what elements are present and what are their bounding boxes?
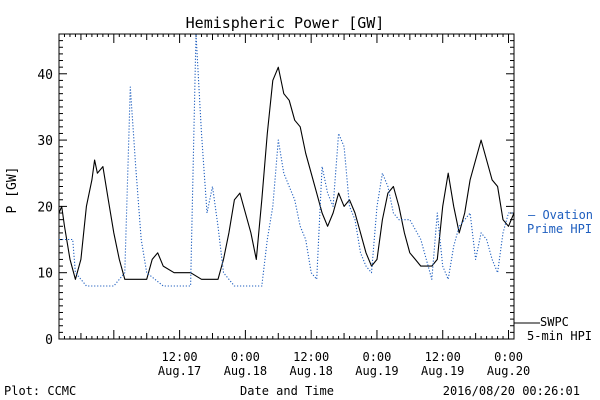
x-tick-label-time: 12:00: [293, 350, 329, 364]
y-tick-label: 0: [45, 333, 53, 348]
y-tick-label: 40: [37, 68, 53, 83]
y-axis: 0 10 20 30 40: [37, 33, 514, 348]
y-tick-label: 30: [37, 134, 53, 149]
plot-credit: Plot: CCMC: [4, 384, 76, 398]
y-tick-label: 20: [37, 200, 53, 215]
x-tick-label-date: Aug.19: [421, 364, 464, 378]
x-tick-label-time: 0:00: [231, 350, 260, 364]
chart-title: Hemispheric Power [GW]: [186, 14, 385, 32]
legend-ovation-line1: – Ovation: [528, 208, 593, 222]
x-tick-label-time: 0:00: [494, 350, 523, 364]
y-tick-label: 10: [37, 267, 53, 282]
x-tick-label-date: Aug.19: [355, 364, 398, 378]
x-tick-label-date: Aug.18: [224, 364, 267, 378]
legend-swpc-line1: SWPC: [540, 315, 569, 329]
series-layer: [58, 33, 515, 287]
x-tick-label-time: 12:00: [162, 350, 198, 364]
x-tick-label-date: Aug.20: [487, 364, 530, 378]
x-tick-label-time: 12:00: [425, 350, 461, 364]
y-axis-label: P [GW]: [5, 167, 20, 214]
x-tick-label-time: 0:00: [362, 350, 391, 364]
x-tick-label-date: Aug.17: [158, 364, 201, 378]
x-tick-label-date: Aug.18: [289, 364, 332, 378]
series-line-swpc: [58, 66, 515, 280]
series-line-ovation: [59, 33, 514, 287]
x-axis-label: Date and Time: [240, 384, 334, 398]
legend-swpc-line2: 5-min HPI: [527, 329, 592, 343]
x-axis: 12:00Aug.170:00Aug.1812:00Aug.180:00Aug.…: [58, 34, 530, 378]
legend-ovation-line2: Prime HPI: [527, 222, 592, 236]
plot-timestamp: 2016/08/20 00:26:01: [443, 384, 580, 398]
